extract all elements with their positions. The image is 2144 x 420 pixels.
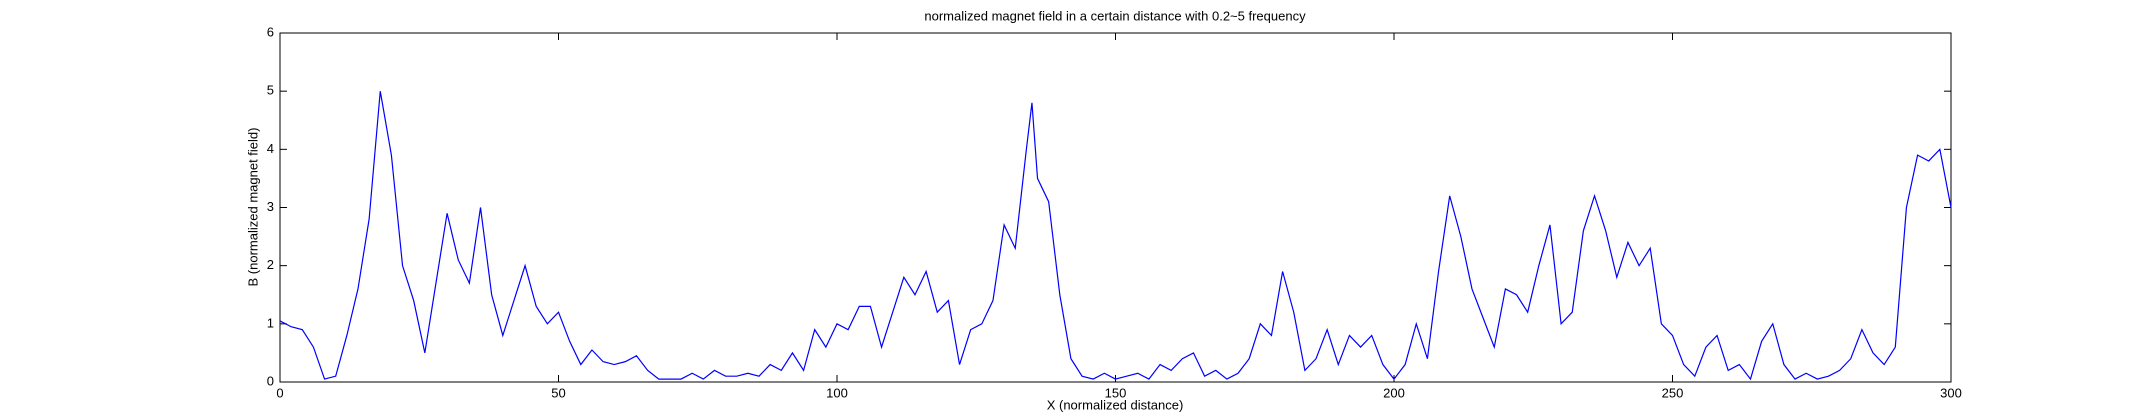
y-axis-label: B (normalized magnet field) — [245, 128, 260, 287]
x-tick-label: 100 — [826, 385, 848, 400]
y-tick-label: 3 — [267, 199, 274, 214]
x-axis-label: X (normalized distance) — [1047, 397, 1184, 412]
y-tick-label: 5 — [267, 83, 274, 98]
x-tick-label: 250 — [1662, 385, 1684, 400]
x-tick-label: 50 — [551, 385, 565, 400]
y-tick-label: 1 — [267, 315, 274, 330]
y-tick-label: 6 — [267, 24, 274, 39]
x-tick-label: 0 — [276, 385, 283, 400]
y-tick-label: 2 — [267, 257, 274, 272]
x-tick-label: 300 — [1940, 385, 1962, 400]
x-tick-label: 200 — [1383, 385, 1405, 400]
x-tick-label: 150 — [1105, 385, 1127, 400]
y-tick-label: 0 — [267, 373, 274, 388]
y-tick-label: 4 — [267, 141, 274, 156]
data-line — [279, 91, 1952, 381]
plot-frame — [279, 32, 1952, 383]
chart-title: normalized magnet field in a certain dis… — [924, 8, 1306, 23]
